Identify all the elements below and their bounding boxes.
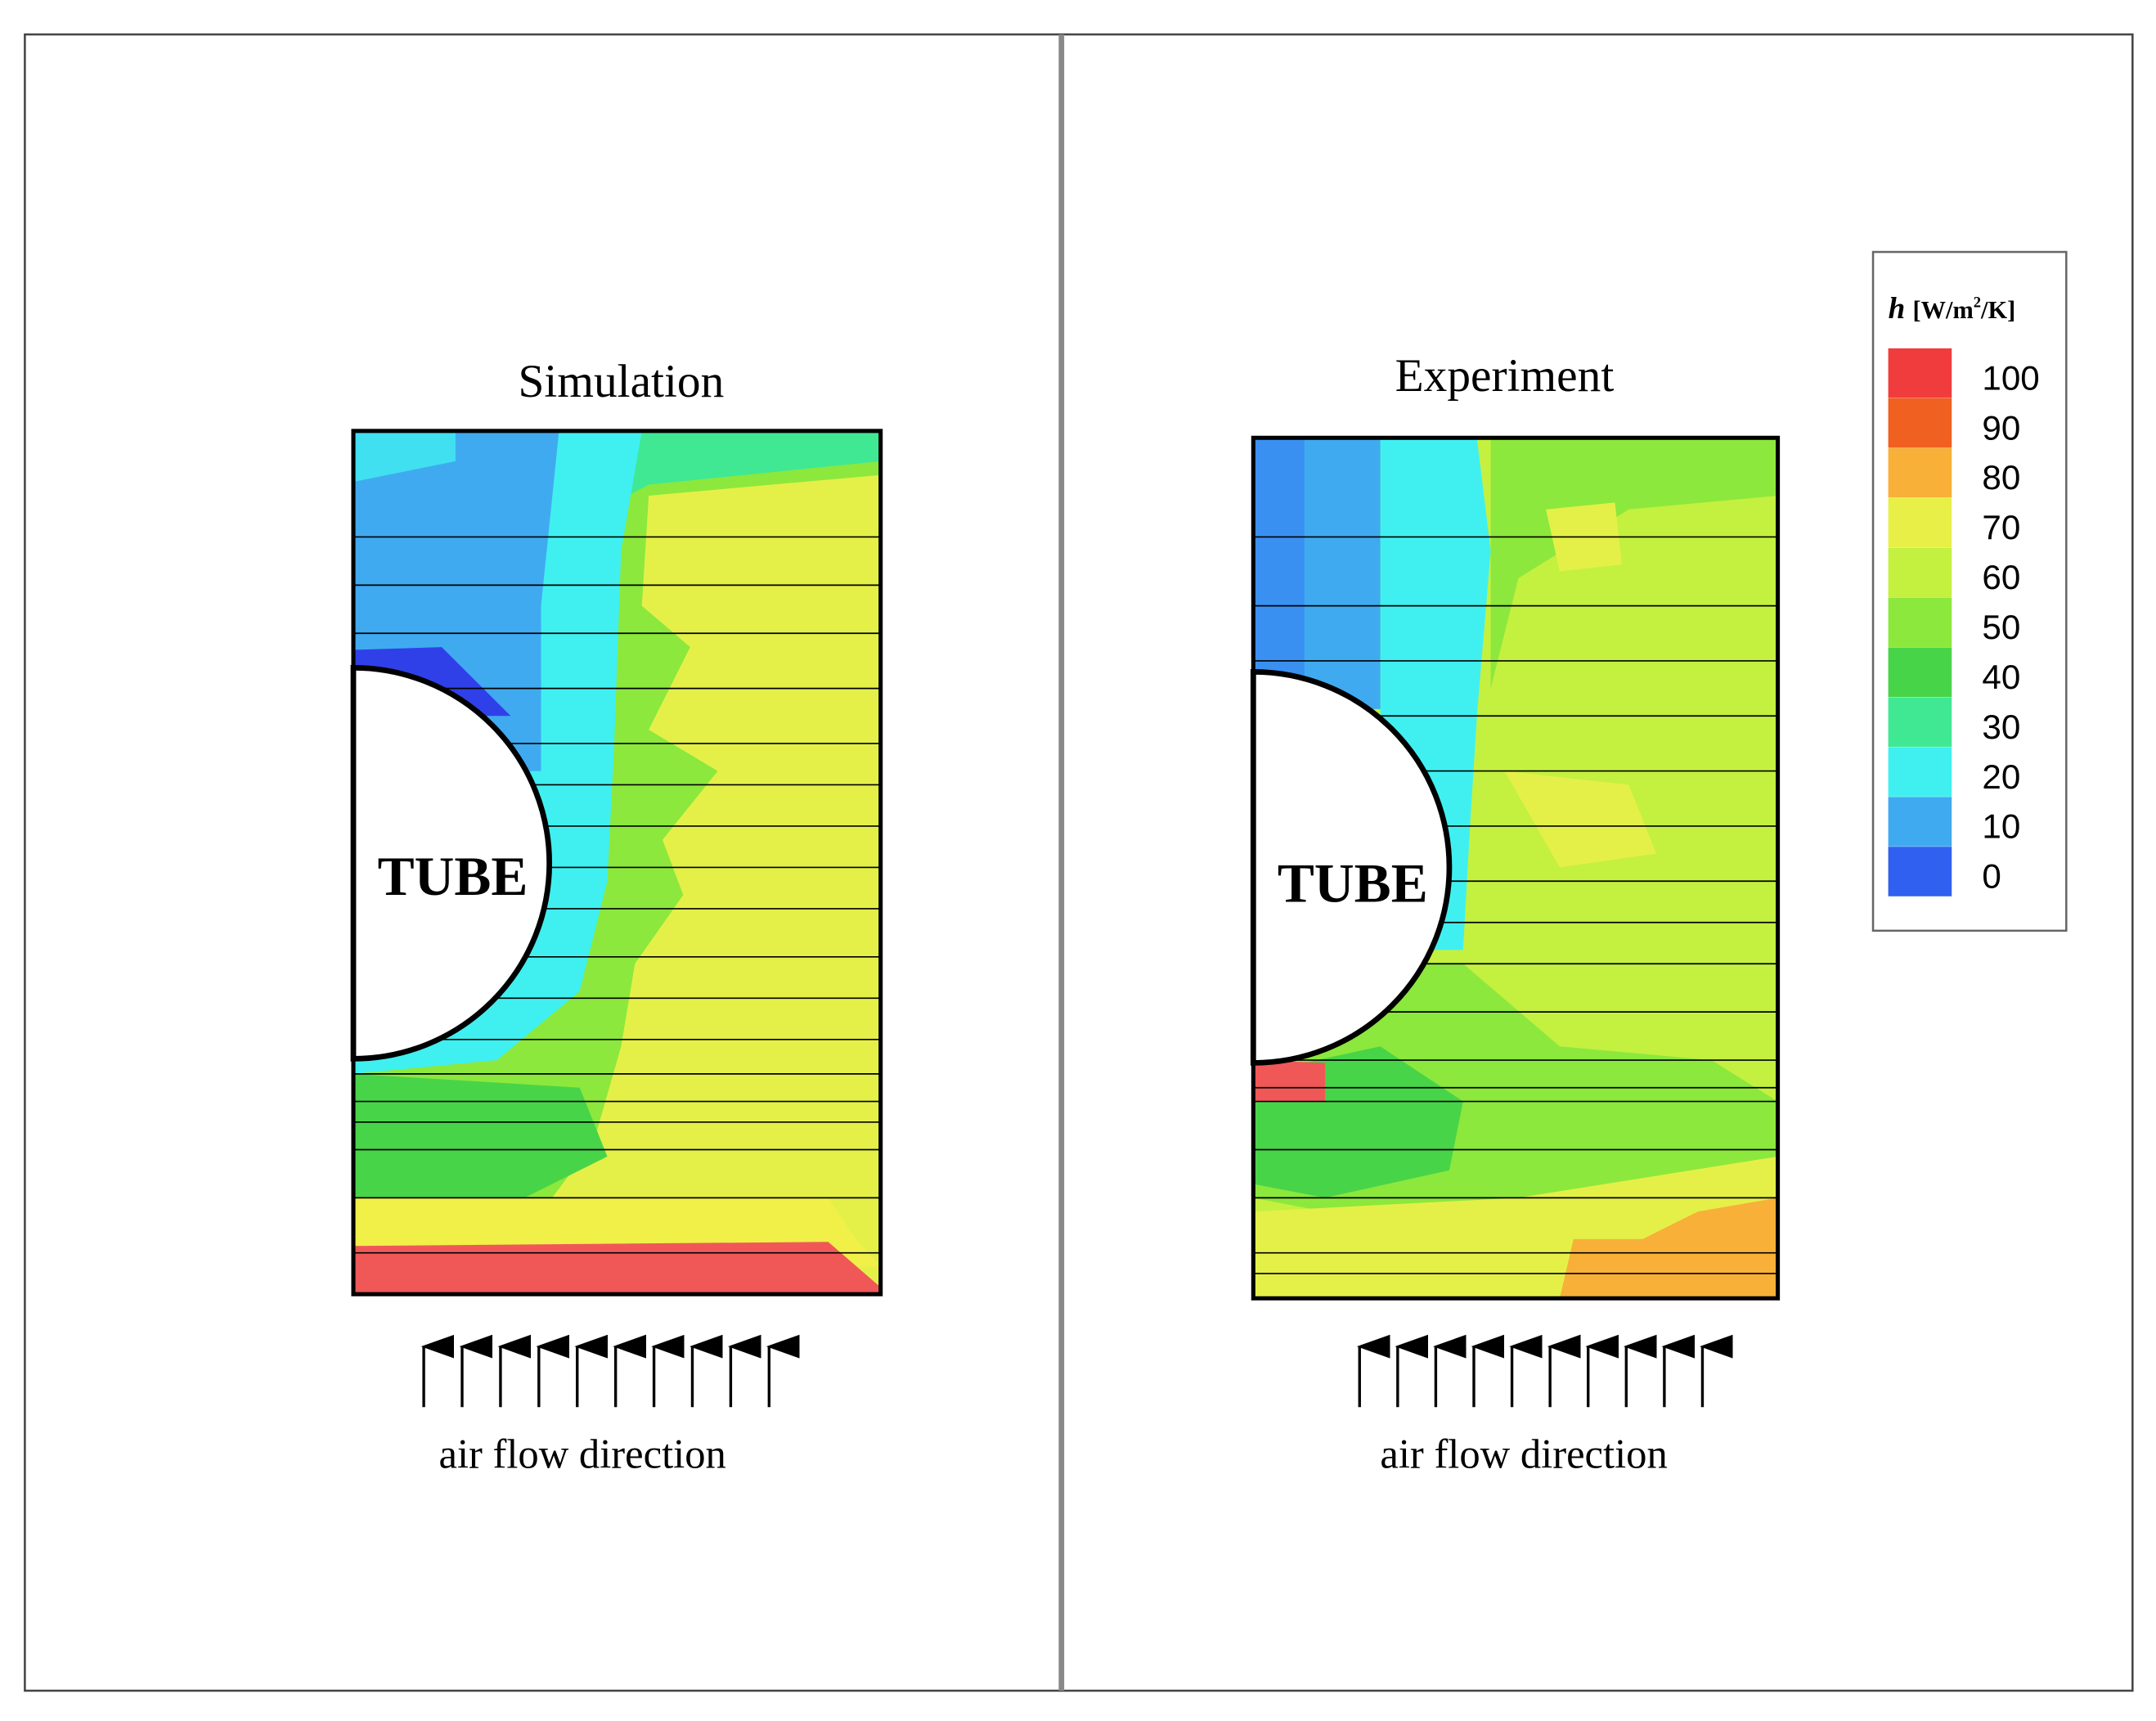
panel-title: Experiment: [1395, 350, 1615, 402]
plot-border: [1251, 435, 1781, 1301]
legend-label: 60: [1982, 558, 2020, 596]
legend-swatch: [1888, 747, 1952, 797]
tube: [350, 664, 552, 1062]
tube: [1250, 669, 1453, 1066]
legend-label: 20: [1982, 757, 2020, 796]
legend-label: 100: [1982, 358, 2039, 397]
legend-swatch: [1888, 398, 1952, 448]
caption: air flow direction: [1380, 1431, 1667, 1476]
legend-label: 0: [1982, 857, 2001, 896]
contour-lines: [1253, 536, 1778, 1274]
tube-label: TUBE: [1278, 853, 1428, 914]
legend-swatch: [1888, 497, 1952, 548]
legend-swatch: [1888, 647, 1952, 698]
legend-unit: [W/m: [1913, 296, 1974, 324]
legend-unit: /K]: [1980, 296, 2015, 324]
legend-swatch: [1888, 847, 1952, 896]
plot-border: [351, 429, 883, 1296]
legend-label: 90: [1982, 408, 2020, 447]
legend-label: 80: [1982, 458, 2020, 497]
legend-label: 70: [1982, 508, 2020, 546]
tube-label: TUBE: [378, 846, 528, 907]
legend-swatch: [1888, 447, 1952, 498]
simulation-field: [353, 430, 881, 1295]
legend-label: 10: [1982, 807, 2020, 846]
legend-title: h [W/m2/K]: [1889, 292, 2016, 326]
panel-title: Simulation: [518, 356, 724, 407]
legend-swatch: [1888, 797, 1952, 847]
airflow-arrows: [424, 1346, 769, 1408]
legend-swatch: [1888, 547, 1952, 598]
legend-swatch: [1888, 348, 1952, 398]
legend-label: 40: [1982, 658, 2020, 696]
legend-swatch: [1888, 597, 1952, 648]
legend-swatch: [1888, 697, 1952, 747]
caption: air flow direction: [438, 1431, 725, 1476]
legend-unit: 2: [1974, 294, 1981, 311]
legend-symbol: h: [1889, 292, 1906, 326]
frame: [24, 33, 2134, 1692]
legend-label: 30: [1982, 708, 2020, 746]
airflow-arrows: [1359, 1346, 1702, 1408]
legend-label: 50: [1982, 608, 2020, 646]
